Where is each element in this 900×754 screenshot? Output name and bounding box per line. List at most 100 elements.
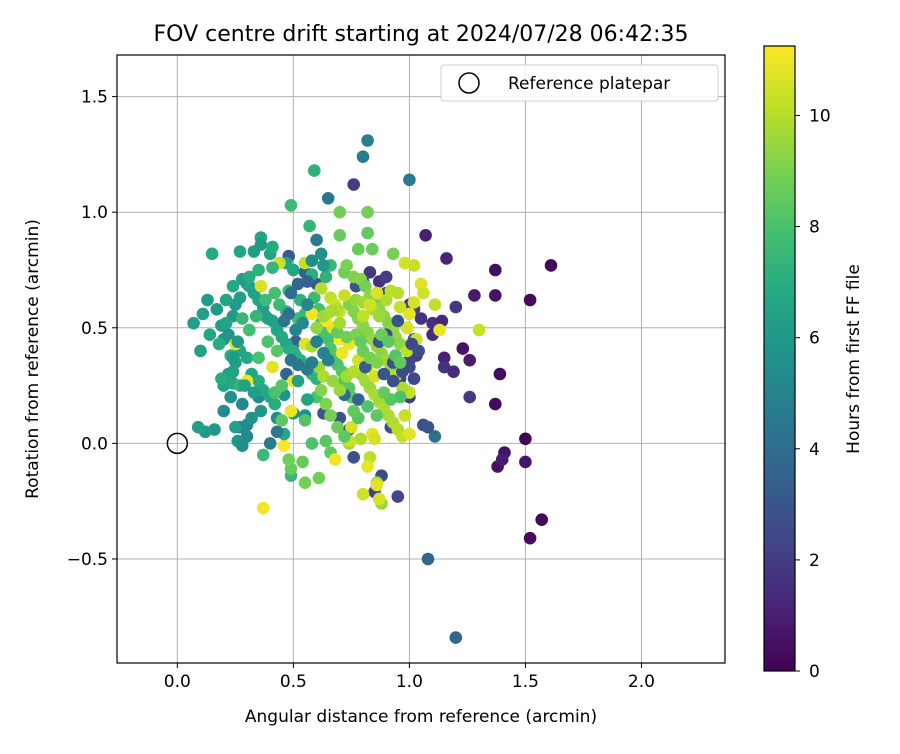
data-point <box>391 286 405 300</box>
data-point <box>354 432 368 446</box>
data-point <box>382 335 395 349</box>
data-point <box>229 420 242 434</box>
data-point <box>523 531 537 545</box>
data-point <box>233 291 247 305</box>
legend: Reference platepar <box>440 64 719 102</box>
data-point <box>333 316 347 330</box>
data-point <box>372 492 386 506</box>
data-point <box>284 404 298 418</box>
data-point <box>205 247 219 261</box>
data-point <box>254 279 268 293</box>
data-point <box>247 386 261 399</box>
data-point <box>417 286 430 300</box>
data-point <box>489 289 502 302</box>
data-point <box>472 323 486 337</box>
data-point <box>544 259 558 272</box>
data-point <box>326 374 340 388</box>
data-point <box>377 367 391 381</box>
data-point <box>386 374 400 388</box>
data-point <box>310 335 323 349</box>
data-point <box>363 266 377 279</box>
x-tick-label: 2.0 <box>628 672 655 692</box>
data-point <box>363 298 377 312</box>
data-point <box>345 420 358 434</box>
data-point <box>331 420 344 434</box>
x-tick-label: 0.0 <box>164 672 191 692</box>
data-point <box>335 346 349 360</box>
colorbar-tick-label: 4 <box>809 440 820 460</box>
data-point <box>187 316 200 330</box>
data-point <box>263 437 277 450</box>
data-point <box>428 298 442 312</box>
data-point <box>361 226 374 240</box>
data-point <box>449 631 463 644</box>
data-point <box>403 173 416 187</box>
data-point <box>377 386 391 399</box>
data-point <box>340 259 354 272</box>
data-point <box>370 409 384 422</box>
data-point <box>305 254 319 267</box>
data-point <box>203 328 217 342</box>
data-point <box>266 261 279 275</box>
data-point <box>252 351 265 365</box>
data-point <box>254 238 268 251</box>
data-point <box>215 372 228 386</box>
data-point <box>368 432 381 446</box>
data-point <box>361 205 374 219</box>
data-point <box>403 427 416 441</box>
data-point <box>319 397 333 411</box>
data-point <box>249 309 263 323</box>
data-point <box>308 164 321 177</box>
data-point <box>266 240 279 254</box>
data-point <box>219 293 233 307</box>
x-tick-label: 0.5 <box>280 672 307 692</box>
data-point <box>356 150 370 163</box>
data-point <box>493 367 507 381</box>
data-point <box>456 342 470 355</box>
y-axis-label: Rotation from reference (arcmin) <box>23 219 43 499</box>
data-point <box>291 358 305 372</box>
data-point <box>321 353 335 367</box>
data-point <box>275 379 289 392</box>
data-point <box>386 247 400 261</box>
data-point <box>361 400 374 413</box>
data-point <box>298 414 312 427</box>
data-point <box>347 365 361 379</box>
data-point <box>305 437 319 450</box>
data-point <box>314 282 328 295</box>
data-point <box>243 323 256 337</box>
data-point <box>277 439 291 453</box>
data-point <box>324 409 337 422</box>
y-tick-label: 0.5 <box>81 319 108 339</box>
data-point <box>233 245 247 258</box>
data-point <box>347 404 361 418</box>
data-point <box>310 233 323 247</box>
colorbar-tick-label: 8 <box>809 218 820 238</box>
y-tick-label: 0.0 <box>81 434 108 454</box>
data-point <box>407 372 421 386</box>
data-point <box>256 448 270 462</box>
data-point <box>359 360 372 374</box>
data-point <box>433 323 446 337</box>
data-point <box>535 513 548 526</box>
data-point <box>310 321 323 335</box>
data-point <box>361 134 374 147</box>
data-point <box>261 335 275 349</box>
data-point <box>252 263 265 277</box>
data-point <box>270 344 284 358</box>
legend-marker-icon <box>458 72 480 94</box>
data-point <box>305 356 319 369</box>
data-point <box>391 490 405 503</box>
data-point <box>301 298 314 312</box>
data-point <box>212 337 226 351</box>
data-point <box>463 390 477 404</box>
colorbar-tick-label: 2 <box>809 551 820 571</box>
data-point <box>519 432 532 446</box>
data-point <box>412 344 426 358</box>
data-point <box>428 430 442 443</box>
data-point <box>366 242 379 256</box>
data-point <box>217 404 230 418</box>
y-tick-label: −0.5 <box>67 550 108 570</box>
data-point <box>519 455 532 469</box>
